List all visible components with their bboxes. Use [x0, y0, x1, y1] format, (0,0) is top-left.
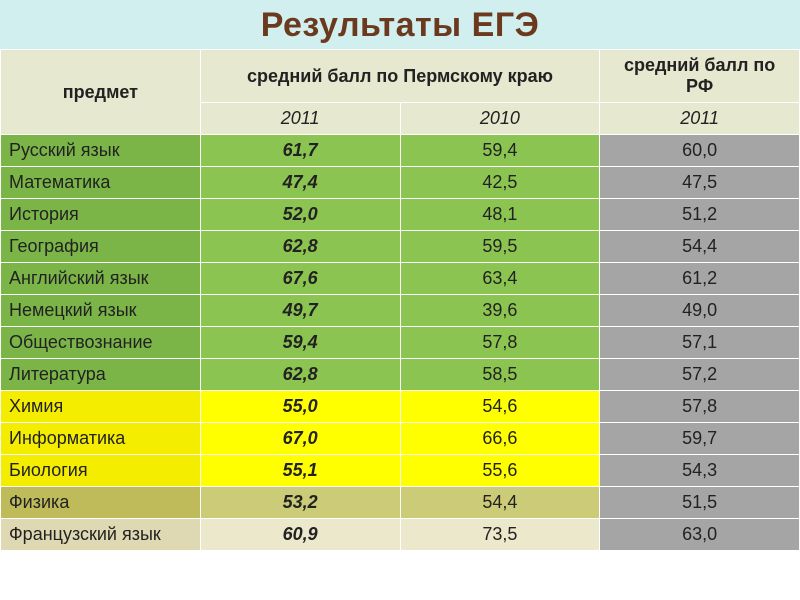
- col-subject: предмет: [1, 50, 201, 135]
- cell-subject: Английский язык: [1, 263, 201, 295]
- table-row: Химия55,054,657,8: [1, 391, 800, 423]
- cell-subject: Информатика: [1, 423, 201, 455]
- cell-perm-2011: 60,9: [200, 519, 400, 551]
- cell-perm-2010: 54,6: [400, 391, 600, 423]
- cell-subject: Французский язык: [1, 519, 201, 551]
- cell-perm-2010: 59,5: [400, 231, 600, 263]
- cell-subject: Обществознание: [1, 327, 201, 359]
- cell-perm-2010: 59,4: [400, 135, 600, 167]
- col-year-2011-rf: 2011: [600, 103, 800, 135]
- cell-rf-2011: 54,3: [600, 455, 800, 487]
- col-perm: средний балл по Пермскому краю: [200, 50, 600, 103]
- cell-perm-2011: 47,4: [200, 167, 400, 199]
- table-row: Математика47,442,547,5: [1, 167, 800, 199]
- cell-rf-2011: 51,5: [600, 487, 800, 519]
- cell-perm-2010: 66,6: [400, 423, 600, 455]
- cell-perm-2011: 61,7: [200, 135, 400, 167]
- page-title: Результаты ЕГЭ: [0, 6, 800, 45]
- cell-rf-2011: 60,0: [600, 135, 800, 167]
- cell-perm-2011: 59,4: [200, 327, 400, 359]
- cell-perm-2011: 55,0: [200, 391, 400, 423]
- cell-perm-2010: 58,5: [400, 359, 600, 391]
- table-header: предмет средний балл по Пермскому краю с…: [1, 50, 800, 135]
- cell-perm-2011: 49,7: [200, 295, 400, 327]
- table-row: Английский язык67,663,461,2: [1, 263, 800, 295]
- table-body: Русский язык61,759,460,0Математика47,442…: [1, 135, 800, 551]
- cell-perm-2011: 62,8: [200, 231, 400, 263]
- cell-perm-2011: 55,1: [200, 455, 400, 487]
- cell-subject: Математика: [1, 167, 201, 199]
- cell-perm-2010: 48,1: [400, 199, 600, 231]
- cell-rf-2011: 49,0: [600, 295, 800, 327]
- cell-rf-2011: 51,2: [600, 199, 800, 231]
- cell-perm-2011: 67,0: [200, 423, 400, 455]
- cell-perm-2010: 39,6: [400, 295, 600, 327]
- cell-perm-2010: 63,4: [400, 263, 600, 295]
- cell-rf-2011: 63,0: [600, 519, 800, 551]
- cell-rf-2011: 57,1: [600, 327, 800, 359]
- cell-rf-2011: 54,4: [600, 231, 800, 263]
- cell-perm-2010: 73,5: [400, 519, 600, 551]
- col-rf: средний балл по РФ: [600, 50, 800, 103]
- col-year-2011-perm: 2011: [200, 103, 400, 135]
- col-year-2010-perm: 2010: [400, 103, 600, 135]
- table-row: Немецкий язык49,739,649,0: [1, 295, 800, 327]
- cell-subject: Биология: [1, 455, 201, 487]
- cell-rf-2011: 57,8: [600, 391, 800, 423]
- table-row: Обществознание59,457,857,1: [1, 327, 800, 359]
- cell-rf-2011: 57,2: [600, 359, 800, 391]
- cell-perm-2011: 67,6: [200, 263, 400, 295]
- table-row: Биология55,155,654,3: [1, 455, 800, 487]
- cell-subject: Литература: [1, 359, 201, 391]
- cell-perm-2011: 53,2: [200, 487, 400, 519]
- cell-subject: Физика: [1, 487, 201, 519]
- table-row: География62,859,554,4: [1, 231, 800, 263]
- cell-subject: Немецкий язык: [1, 295, 201, 327]
- cell-perm-2010: 57,8: [400, 327, 600, 359]
- cell-rf-2011: 47,5: [600, 167, 800, 199]
- table-row: Физика53,254,451,5: [1, 487, 800, 519]
- cell-subject: Химия: [1, 391, 201, 423]
- cell-subject: Русский язык: [1, 135, 201, 167]
- table-row: Французский язык60,973,563,0: [1, 519, 800, 551]
- cell-rf-2011: 61,2: [600, 263, 800, 295]
- cell-perm-2011: 52,0: [200, 199, 400, 231]
- table-row: Литература62,858,557,2: [1, 359, 800, 391]
- cell-rf-2011: 59,7: [600, 423, 800, 455]
- cell-subject: История: [1, 199, 201, 231]
- cell-perm-2010: 42,5: [400, 167, 600, 199]
- cell-subject: География: [1, 231, 201, 263]
- title-bar: Результаты ЕГЭ: [0, 0, 800, 49]
- table-row: Русский язык61,759,460,0: [1, 135, 800, 167]
- cell-perm-2011: 62,8: [200, 359, 400, 391]
- cell-perm-2010: 54,4: [400, 487, 600, 519]
- table-row: История52,048,151,2: [1, 199, 800, 231]
- table-row: Информатика67,066,659,7: [1, 423, 800, 455]
- cell-perm-2010: 55,6: [400, 455, 600, 487]
- results-table: предмет средний балл по Пермскому краю с…: [0, 49, 800, 551]
